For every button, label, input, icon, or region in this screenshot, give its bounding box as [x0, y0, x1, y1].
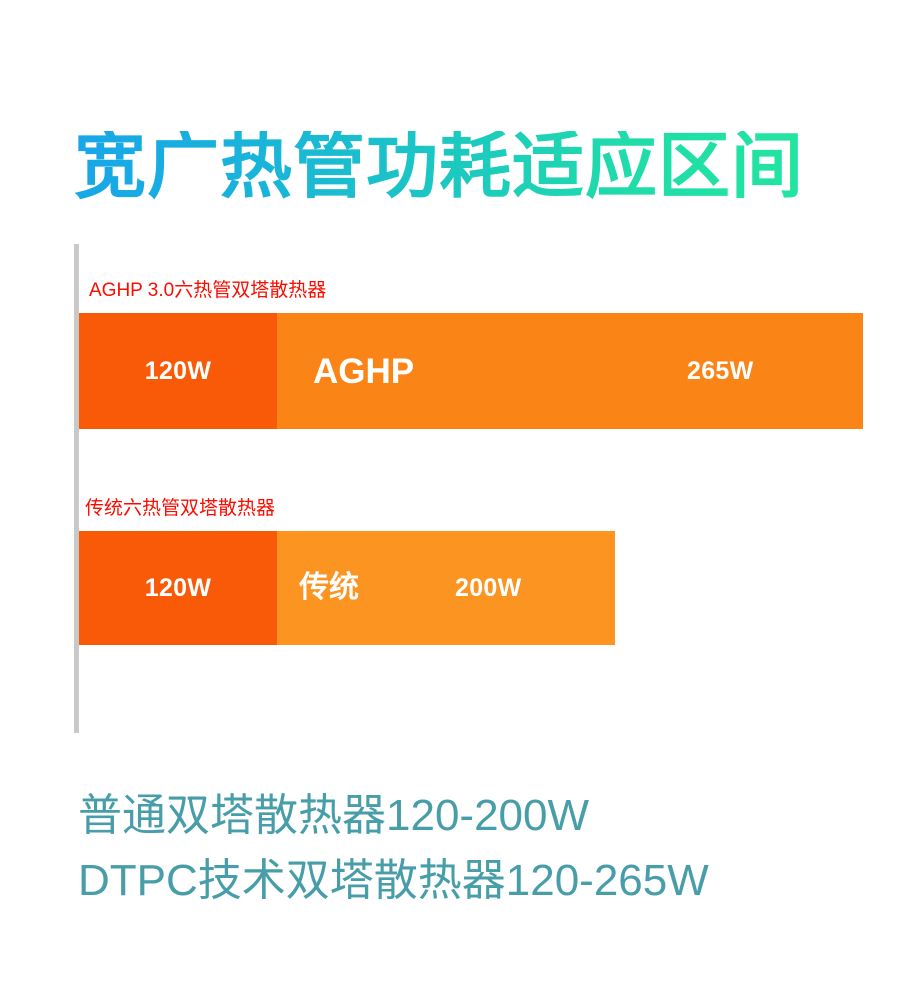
bar-value-start-traditional: 120W	[144, 573, 212, 602]
bar-label-traditional: 传统六热管双塔散热器	[85, 498, 276, 519]
bar-track-aghp: 120W AGHP 265W	[79, 313, 863, 429]
bar-track-traditional: 120W 传统 200W	[79, 531, 615, 645]
footnote-standard-cooler: 普通双塔散热器120-200W	[78, 791, 590, 840]
bar-segment-extension-aghp: AGHP 265W	[277, 313, 863, 429]
bar-value-start-aghp: 120W	[144, 356, 212, 385]
footnote-list: 普通双塔散热器120-200W DTPC技术双塔散热器120-265W	[78, 783, 709, 913]
bar-value-end-aghp: 265W	[687, 356, 754, 385]
bar-series-name-traditional: 传统	[299, 571, 359, 604]
bar-label-aghp: AGHP 3.0六热管双塔散热器	[89, 280, 327, 301]
bar-group-aghp: AGHP 3.0六热管双塔散热器 120W AGHP 265W	[79, 281, 863, 429]
bar-group-traditional: 传统六热管双塔散热器 120W 传统 200W	[79, 499, 615, 645]
bar-segment-base-traditional: 120W	[79, 531, 277, 645]
footnote-dtpc-cooler: DTPC技术双塔散热器120-265W	[78, 856, 709, 906]
page-title: 宽广热管功耗适应区间	[74, 127, 805, 208]
bar-segment-extension-traditional: 传统 200W	[277, 531, 615, 645]
bar-series-name-aghp: AGHP	[313, 351, 415, 391]
bar-value-end-traditional: 200W	[455, 573, 522, 602]
chart-axis-line	[74, 244, 79, 733]
bar-segment-base-aghp: 120W	[79, 313, 277, 429]
